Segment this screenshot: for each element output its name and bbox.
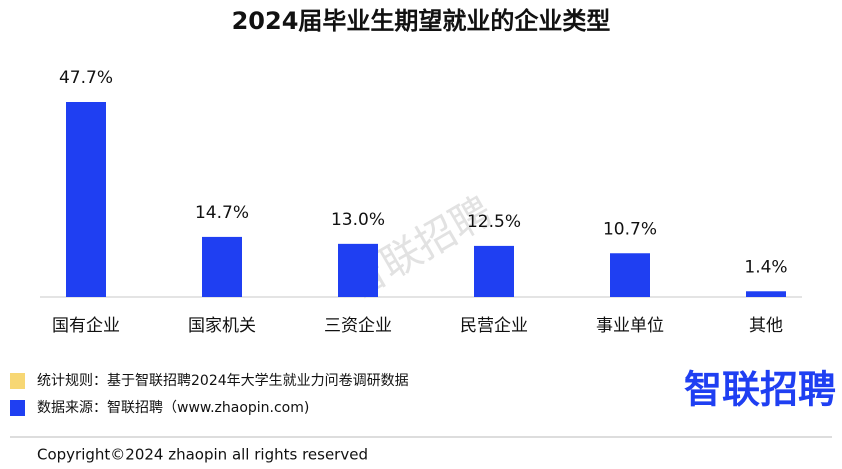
logo: 智联招聘 (684, 368, 836, 412)
bar (746, 291, 786, 297)
copyright: Copyright©2024 zhaopin all rights reserv… (37, 446, 368, 464)
note-swatch (10, 373, 25, 389)
x-tick-label: 民营企业 (460, 316, 528, 336)
note-swatch (10, 400, 25, 416)
x-tick-label: 其他 (749, 316, 783, 336)
value-label: 13.0% (331, 210, 385, 230)
bar (338, 243, 378, 297)
bar (66, 102, 106, 297)
value-label: 10.7% (603, 219, 657, 239)
bar (610, 253, 650, 297)
value-label: 12.5% (467, 212, 521, 232)
note-text: 统计规则：基于智联招聘2024年大学生就业力问卷调研数据 (37, 372, 409, 389)
value-label: 1.4% (744, 257, 787, 277)
x-tick-label: 国家机关 (188, 316, 256, 336)
value-label: 47.7% (59, 68, 113, 88)
x-tick-label: 国有企业 (52, 316, 120, 336)
chart-title: 2024届毕业生期望就业的企业类型 (232, 7, 611, 35)
x-tick-label: 三资企业 (324, 316, 392, 336)
x-tick-label: 事业单位 (596, 316, 664, 336)
bar (202, 236, 242, 297)
value-label: 14.7% (195, 203, 249, 223)
bar (474, 245, 514, 297)
note-text: 数据来源：智联招聘（www.zhaopin.com) (37, 400, 309, 416)
